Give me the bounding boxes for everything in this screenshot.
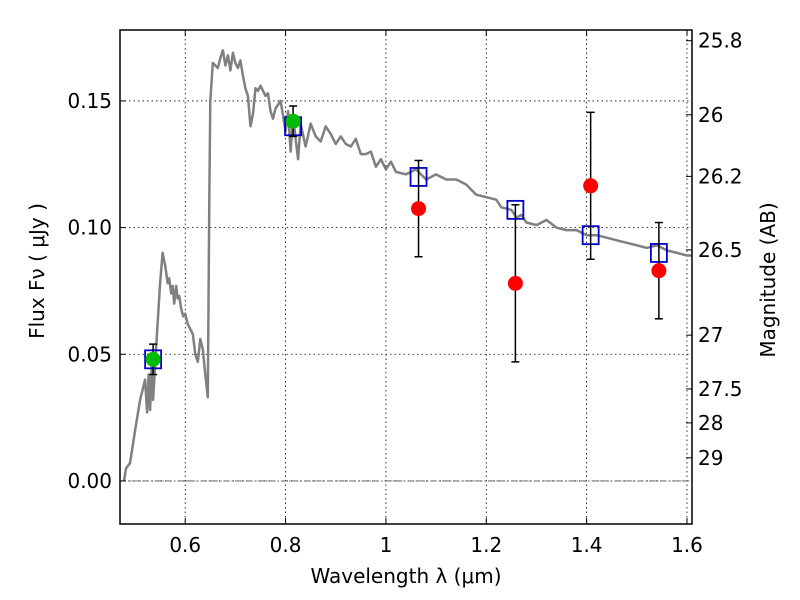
x-tick-label: 0.8 (270, 533, 302, 557)
data-point (651, 263, 667, 279)
y-axis-label: Flux Fν ( μJy ) (25, 203, 49, 339)
axis-ticks (120, 30, 692, 524)
tick-labels: 0.6 0.8 1 1.2 1.4 1.6 0.00 0.05 0.10 0.15 25.8 26 26… (67, 29, 742, 557)
y2-tick-label: 26.2 (698, 164, 743, 188)
data-point (583, 178, 599, 194)
data-point (285, 113, 301, 129)
y2-tick-label: 26 (698, 103, 723, 127)
data-point (411, 201, 427, 217)
data-point (145, 351, 161, 367)
y2-tick-label: 29 (698, 446, 723, 470)
model-sed-line (122, 49, 692, 482)
y2-tick-label: 26.5 (698, 238, 743, 262)
y2-tick-label: 25.8 (698, 29, 743, 53)
y2-axis-label: Magnitude (AB) (756, 202, 780, 357)
x-axis-label: Wavelength λ (μm) (310, 564, 501, 588)
plot-frame (119, 29, 693, 525)
x-tick-label: 0.6 (169, 533, 201, 557)
y-tick-label: 0.00 (67, 469, 112, 493)
x-tick-label: 1.4 (571, 533, 603, 557)
y2-tick-label: 27 (698, 323, 723, 347)
x-tick-label: 1.2 (470, 533, 502, 557)
grid-lines (120, 30, 692, 524)
y2-tick-label: 28 (698, 411, 723, 435)
x-tick-label: 1.6 (671, 533, 703, 557)
x-tick-label: 1 (380, 533, 393, 557)
y-tick-label: 0.10 (67, 216, 112, 240)
y-tick-label: 0.05 (67, 342, 112, 366)
y2-tick-label: 27.5 (698, 377, 743, 401)
data-markers (144, 105, 668, 376)
data-point (507, 275, 523, 291)
y-tick-label: 0.15 (67, 89, 112, 113)
